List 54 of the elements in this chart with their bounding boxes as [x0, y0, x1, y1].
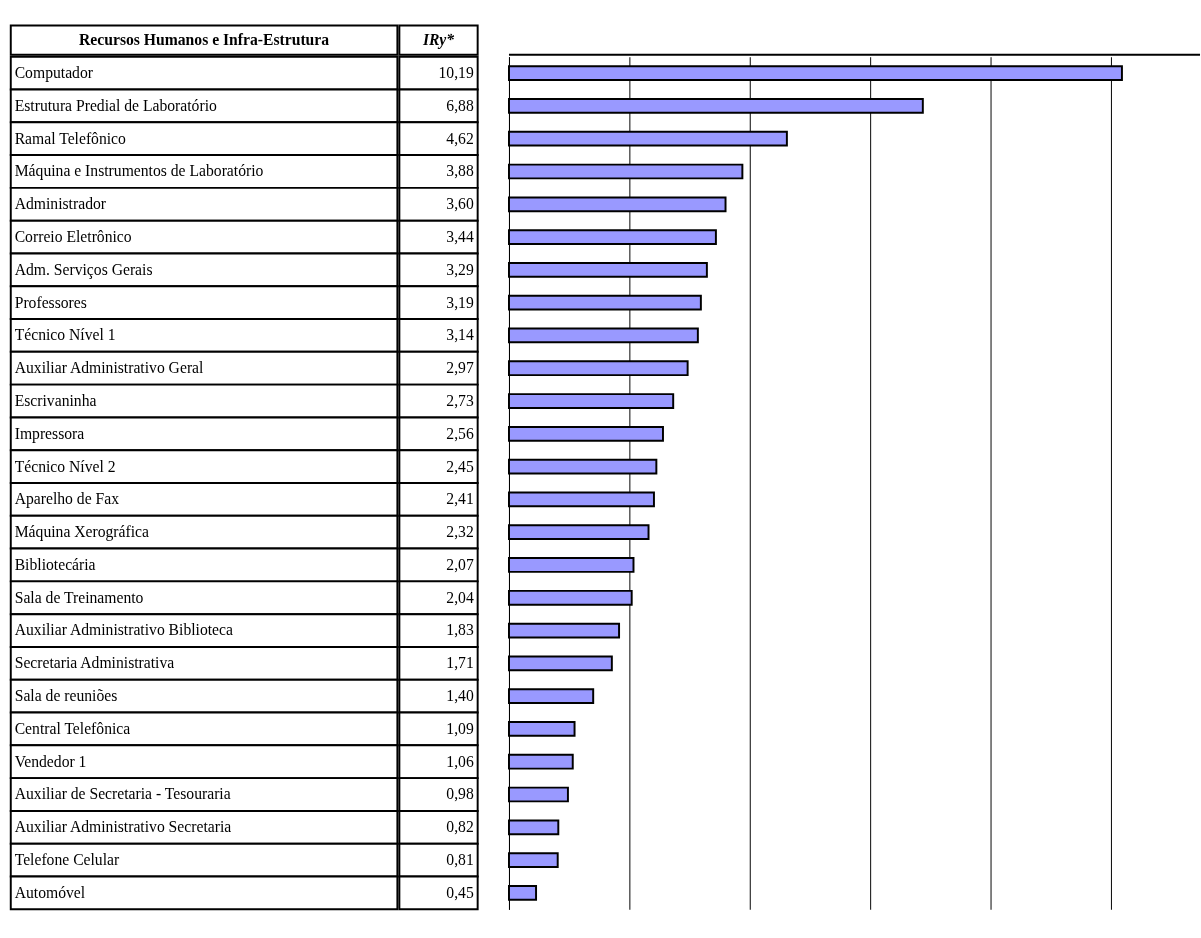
data-label: 2,97 — [446, 359, 474, 377]
y-tick-label: Auxiliar Administrativo Geral — [14, 359, 205, 377]
data-label: 3,60 — [446, 195, 474, 213]
y-tick-label: Secretaria Administrativa — [14, 654, 175, 672]
data-label: 3,19 — [446, 293, 474, 311]
y-tick-label: Automóvel — [14, 883, 86, 901]
y-tick-label: Correio Eletrônico — [14, 227, 132, 245]
data-label: 2,45 — [446, 457, 474, 475]
y-tick-label: Sala de reuniões — [14, 687, 118, 705]
y-tick-label: Vendedor 1 — [14, 752, 87, 770]
data-label: 1,83 — [446, 621, 474, 639]
y-tick-label: Central Telefônica — [14, 719, 131, 737]
data-label: 2,73 — [446, 391, 474, 409]
y-tick-label: Máquina Xerográfica — [14, 523, 150, 542]
y-tick-label: Auxiliar Administrativo Biblioteca — [14, 621, 234, 639]
data-label: 1,06 — [446, 752, 474, 770]
data-label: 1,71 — [446, 654, 474, 672]
y-tick-label: Auxiliar de Secretaria - Tesouraria — [14, 785, 231, 803]
y-tick-label: Escrivaninha — [14, 391, 97, 409]
y-tick-label: Sala de Treinamento — [14, 588, 144, 606]
y-tick-label: Estrutura Predial de Laboratório — [14, 96, 218, 114]
data-label: 0,82 — [446, 818, 474, 836]
y-tick-label: Técnico Nível 1 — [14, 326, 116, 344]
y-tick-label: Auxiliar Administrativo Secretaria — [14, 818, 232, 836]
y-tick-label: Máquina e Instrumentos de Laboratório — [14, 162, 264, 181]
data-label: 0,45 — [446, 883, 474, 901]
y-tick-label: Ramal Telefônico — [14, 129, 127, 147]
y-tick-label: Aparelho de Fax — [14, 490, 120, 509]
data-label: 2,56 — [446, 424, 474, 442]
data-label: 2,32 — [446, 523, 474, 541]
x-axis-title: IRy* — [421, 30, 455, 49]
data-label: 2,41 — [446, 490, 474, 508]
y-tick-label: Bibliotecária — [14, 555, 96, 573]
data-label: 3,29 — [446, 260, 474, 278]
y-tick-label: Técnico Nível 2 — [14, 457, 116, 475]
data-label: 3,14 — [446, 326, 474, 344]
data-label: 10,19 — [438, 64, 474, 82]
data-label: 4,62 — [446, 129, 474, 147]
data-label: 2,07 — [446, 555, 474, 573]
y-axis-title: Recursos Humanos e Infra-Estrutura — [79, 30, 330, 48]
data-label: 0,98 — [446, 785, 474, 803]
data-label: 1,40 — [446, 687, 474, 705]
data-label: 3,88 — [446, 162, 474, 180]
data-label: 2,04 — [446, 588, 474, 606]
y-tick-label: Computador — [14, 64, 94, 83]
data-label: 3,44 — [446, 227, 474, 245]
y-tick-label: Telefone Celular — [14, 850, 120, 868]
y-tick-label: Impressora — [14, 424, 85, 443]
y-tick-label: Adm. Serviços Gerais — [14, 260, 153, 279]
data-label: 1,09 — [446, 719, 474, 737]
y-tick-label: Administrador — [14, 195, 107, 213]
data-label: 6,88 — [446, 96, 474, 114]
y-tick-label: Professores — [14, 293, 87, 311]
data-label: 0,81 — [446, 850, 474, 868]
